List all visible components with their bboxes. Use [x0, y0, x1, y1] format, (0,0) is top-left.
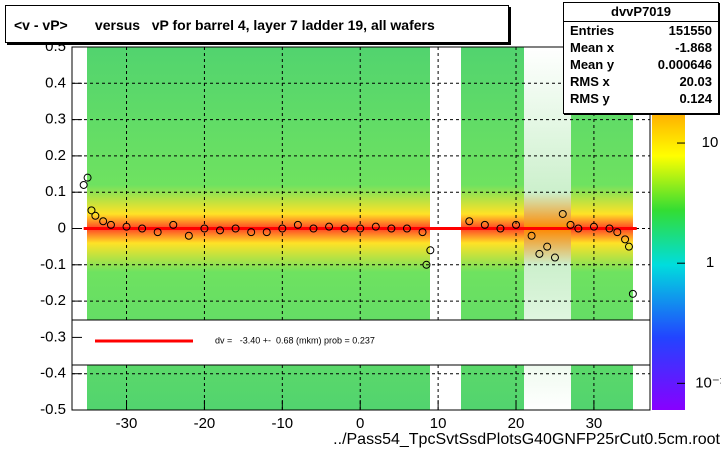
- profile-point: [278, 224, 287, 233]
- profile-point: [231, 224, 240, 233]
- x-tick-label: 20: [508, 415, 525, 432]
- profile-point: [535, 249, 544, 258]
- profile-point: [309, 224, 318, 233]
- y-tick-label: 0.2: [45, 147, 66, 164]
- stats-row: RMS y 0.124: [564, 90, 718, 107]
- profile-point: [200, 224, 209, 233]
- stats-key: Mean y: [570, 57, 615, 72]
- x-tick-label: -30: [116, 415, 138, 432]
- profile-point: [106, 220, 115, 229]
- profile-point: [262, 228, 271, 237]
- y-tick-label: 0.4: [45, 74, 66, 91]
- profile-point: [122, 222, 131, 231]
- x-axis-label: ../Pass54_TpcSvtSsdPlotsG40GNFP25rCut0.5…: [333, 431, 720, 448]
- x-tick-label: 10: [430, 415, 447, 432]
- profile-point: [293, 220, 302, 229]
- y-tick-label: 0.1: [45, 183, 66, 200]
- z-tick-label: 10⁻¹: [695, 374, 721, 391]
- profile-point: [621, 235, 630, 244]
- profile-point: [169, 220, 178, 229]
- stats-box: dvvP7019 Entries 151550 Mean x -1.868 Mean y…: [563, 2, 719, 114]
- profile-point: [356, 224, 365, 233]
- profile-point: [465, 217, 474, 226]
- y-tick-label: -0.2: [40, 292, 66, 309]
- profile-point: [371, 222, 380, 231]
- stats-key: RMS y: [570, 91, 610, 106]
- x-tick-label: -20: [194, 415, 216, 432]
- profile-point: [79, 180, 88, 189]
- z-tick-label: 1: [706, 254, 714, 271]
- y-tick-label: 0.3: [45, 111, 66, 128]
- y-tick-label: -0.3: [40, 328, 66, 345]
- profile-point: [402, 224, 411, 233]
- stats-row: Entries 151550: [564, 22, 718, 39]
- x-tick-label: 30: [586, 415, 603, 432]
- profile-point: [418, 228, 427, 237]
- profile-point: [558, 209, 567, 218]
- profile-point: [605, 224, 614, 233]
- profile-point: [624, 242, 633, 251]
- profile-point: [589, 222, 598, 231]
- profile-point: [325, 222, 334, 231]
- profile-point: [184, 231, 193, 240]
- profile-point: [340, 224, 349, 233]
- profile-point: [422, 260, 431, 269]
- stats-row: Mean x -1.868: [564, 39, 718, 56]
- stats-key: Mean x: [570, 40, 615, 55]
- stats-value: 20.03: [679, 74, 712, 89]
- profile-point: [496, 224, 505, 233]
- profile-point: [527, 231, 536, 240]
- profile-point: [628, 289, 637, 298]
- profile-point: [426, 246, 435, 255]
- profile-point: [216, 226, 225, 235]
- y-tick-label: 0: [58, 219, 66, 236]
- y-tick-label: -0.5: [40, 401, 66, 418]
- x-tick-label: 0: [356, 415, 364, 432]
- profile-point: [91, 211, 100, 220]
- y-tick-label: -0.4: [40, 365, 66, 382]
- stats-row: Mean y 0.000646: [564, 56, 718, 73]
- stats-value: 0.124: [679, 91, 712, 106]
- profile-point: [99, 217, 108, 226]
- x-tick-label: -10: [271, 415, 293, 432]
- profile-point: [566, 220, 575, 229]
- profile-point: [387, 224, 396, 233]
- y-tick-label: -0.1: [40, 256, 66, 273]
- z-tick-label: 10: [702, 134, 719, 151]
- stats-value: -1.868: [675, 40, 712, 55]
- stats-key: RMS x: [570, 74, 610, 89]
- profile-point: [613, 228, 622, 237]
- profile-point: [138, 224, 147, 233]
- stats-key: Entries: [570, 23, 615, 38]
- legend-text: dv = -3.40 +- 0.68 (mkm) prob = 0.237: [215, 335, 375, 345]
- stats-title: dvvP7019: [564, 3, 718, 22]
- title-box: <v - vP> versus vP for barrel 4, layer 7…: [5, 5, 509, 43]
- profile-point: [83, 173, 92, 182]
- profile-point: [512, 220, 521, 229]
- profile-point: [480, 220, 489, 229]
- profile-point: [87, 206, 96, 215]
- profile-point: [543, 242, 552, 251]
- profile-point: [550, 253, 559, 262]
- stats-value: 151550: [668, 23, 712, 38]
- profile-point: [153, 228, 162, 237]
- stats-value: 0.000646: [657, 57, 712, 72]
- stats-row: RMS x 20.03: [564, 73, 718, 90]
- profile-point: [247, 228, 256, 237]
- profile-point: [574, 224, 583, 233]
